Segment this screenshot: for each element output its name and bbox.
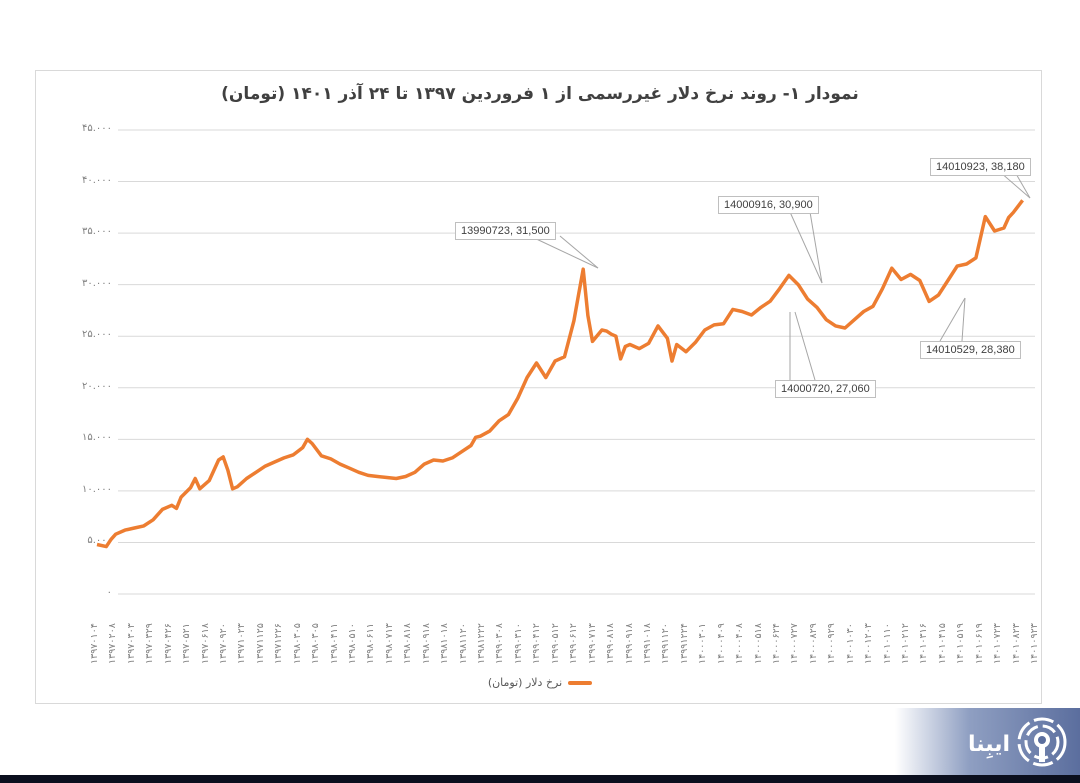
x-tick-label: ۱۳۹۷۱۲۲۶ xyxy=(273,623,285,664)
annotation-peak-1399: 13990723, 31,500 xyxy=(455,222,556,240)
series-line xyxy=(96,199,1024,549)
chart-title: نمودار ۱- روند نرخ دلار غیررسمی از ۱ فرو… xyxy=(221,84,859,104)
x-tick-label: ۱۴۰۰۰۷۲۷ xyxy=(789,623,801,664)
broadcast-icon xyxy=(1017,717,1067,767)
annotation-leader-line xyxy=(789,211,823,284)
x-tick-label: ۱۴۰۱۰۸۲۳ xyxy=(1010,623,1022,664)
x-tick-label: ۱۴۰۰۰۴۰۸ xyxy=(734,623,746,664)
x-tick-label: ۱۴۰۰۰۵۱۸ xyxy=(752,623,764,664)
x-tick-label: ۱۳۹۸۱۰۱۸ xyxy=(439,623,451,664)
x-tick-label: ۱۳۹۹۱۱۲۰ xyxy=(660,623,672,664)
brand-logo: ایبِنا xyxy=(895,708,1080,775)
x-tick-label: ۱۳۹۸۰۷۱۳ xyxy=(383,623,395,664)
x-tick-label: ۱۴۰۱۰۵۱۹ xyxy=(955,623,967,664)
annotation-14010529: 14010529, 28,380 xyxy=(920,341,1021,359)
x-tick-label: ۱۴۰۱۰۲۱۲ xyxy=(899,623,911,664)
x-tick-label: ۱۳۹۹۱۲۲۴ xyxy=(678,623,690,664)
x-tick-label: ۱۳۹۹۰۵۱۲ xyxy=(549,623,561,664)
y-tick-label: ۳۰.۰۰۰ xyxy=(81,277,112,289)
y-tick-label: ۴۰.۰۰۰ xyxy=(81,174,112,186)
annotation-leader-line xyxy=(1014,171,1031,199)
x-tick-label: ۱۳۹۹۰۶۱۲ xyxy=(568,623,580,664)
x-tick-label: ۱۳۹۷۰۵۲۱ xyxy=(181,623,193,664)
y-tick-label: ۲۵.۰۰۰ xyxy=(81,329,112,341)
annotation-14010923: 14010923, 38,180 xyxy=(930,158,1031,176)
x-tick-label: ۱۴۰۰۰۴۰۹ xyxy=(715,623,727,664)
x-tick-label: ۱۳۹۸۰۶۱۱ xyxy=(365,623,377,664)
y-tick-label: ۱۰.۰۰۰ xyxy=(81,483,112,495)
annotation-leader-line xyxy=(961,297,966,342)
x-tick-label: ۱۴۰۰۰۳۰۱ xyxy=(697,623,709,664)
legend-label: نرخ دلار (تومان) xyxy=(487,676,563,689)
annotation-leader-line xyxy=(794,311,816,381)
x-tick-label: ۱۳۹۸۰۵۱۰ xyxy=(347,623,359,664)
annotation-14000720: 14000720, 27,060 xyxy=(775,380,876,398)
x-tick-label: ۱۴۰۱۰۱۱۰ xyxy=(881,623,893,664)
x-tick-label: ۱۳۹۷۰۲۰۸ xyxy=(107,623,119,664)
x-tick-label: ۱۳۹۷۰۳۲۹ xyxy=(144,623,156,664)
x-tick-label: ۱۴۰۰۱۰۳۰ xyxy=(844,623,856,664)
x-tick-label: ۱۴۰۰۱۲۰۳ xyxy=(863,623,875,664)
y-tick-label: ۲۰.۰۰۰ xyxy=(81,380,112,392)
annotation-leader-line xyxy=(939,297,966,342)
x-tick-label: ۱۳۹۸۱۲۲۲ xyxy=(476,623,488,664)
legend-swatch-icon xyxy=(568,680,593,685)
annotation-leader-line xyxy=(999,171,1031,199)
x-tick-label: ۱۳۹۷۱۰۲۳ xyxy=(236,623,248,664)
x-tick-label: ۱۴۰۰۰۹۲۹ xyxy=(826,623,838,664)
x-tick-label: ۱۳۹۷۰۶۱۸ xyxy=(199,623,211,664)
annotation-leader-line xyxy=(809,211,823,284)
x-tick-label: ۱۳۹۹۰۸۱۸ xyxy=(605,623,617,664)
x-tick-label: ۱۳۹۷۰۱۰۴ xyxy=(89,623,100,664)
y-tick-label: ۵.۰۰۰ xyxy=(87,535,112,547)
x-tick-label: ۱۴۰۱۰۳۱۶ xyxy=(918,623,930,664)
x-tick-label: ۱۴۰۱۰۶۱۹ xyxy=(973,623,985,664)
annotation-14000916: 14000916, 30,900 xyxy=(718,196,819,214)
x-tick-label: ۱۳۹۹۰۳۰۸ xyxy=(494,623,506,664)
annotation-leader-line xyxy=(529,235,599,269)
x-tick-label: ۱۳۹۸۰۹۱۸ xyxy=(420,623,432,664)
x-tick-label: ۱۳۹۸۰۸۱۸ xyxy=(402,623,414,664)
x-tick-label: ۱۳۹۸۰۳۰۵ xyxy=(310,623,322,664)
x-tick-label: ۱۳۹۷۰۳۰۳ xyxy=(125,623,137,664)
x-tick-label: ۱۳۹۷۰۹۲۰ xyxy=(218,623,230,664)
x-tick-label: ۱۳۹۷۰۴۲۶ xyxy=(162,623,174,664)
x-tick-label: ۱۳۹۹۰۹۱۸ xyxy=(623,623,635,664)
x-tick-label: ۱۴۰۱۰۹۲۳ xyxy=(1029,623,1040,664)
x-tick-label: ۱۴۰۰۰۸۲۹ xyxy=(807,623,819,664)
x-tick-label: ۱۳۹۸۰۳۰۵ xyxy=(291,623,303,664)
x-tick-label: ۱۳۹۷۱۱۲۵ xyxy=(254,623,266,664)
x-tick-label: ۱۳۹۹۰۳۱۰ xyxy=(512,623,524,664)
y-tick-label: ۴۵.۰۰۰ xyxy=(81,123,112,134)
x-tick-label: ۱۳۹۹۰۷۱۳ xyxy=(586,623,598,664)
y-tick-label: ۰ xyxy=(106,587,112,598)
legend: نرخ دلار (تومان) xyxy=(0,676,1080,689)
x-tick-label: ۱۴۰۱۰۴۱۵ xyxy=(936,623,948,664)
annotation-leader-line xyxy=(559,235,599,269)
bottom-bar xyxy=(0,775,1080,783)
x-tick-label: ۱۳۹۸۰۴۱۱ xyxy=(328,623,340,664)
x-axis: ۱۳۹۷۰۱۰۴ ۱۳۹۷۰۲۰۸ ۱۳۹۷۰۳۰۳ ۱۳۹۷۰۳۲۹ ۱۳۹۷۰۴۲۶… xyxy=(0,600,1080,670)
x-tick-label: ۱۳۹۹۱۰۱۸ xyxy=(641,623,653,664)
x-tick-label: ۱۴۰۰۰۶۲۴ xyxy=(770,623,782,664)
x-tick-label: ۱۴۰۱۰۷۲۳ xyxy=(992,623,1004,664)
x-tick-label: ۱۳۹۹۰۴۱۲ xyxy=(531,623,543,664)
x-tick-label: ۱۳۹۸۱۱۲۰ xyxy=(457,623,469,664)
brand-name: ایبِنا xyxy=(967,732,1010,757)
y-tick-label: ۳۵.۰۰۰ xyxy=(81,226,112,238)
y-tick-label: ۱۵.۰۰۰ xyxy=(81,432,112,444)
